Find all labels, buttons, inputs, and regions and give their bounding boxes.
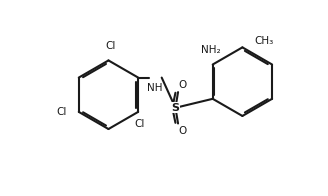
Text: S: S xyxy=(172,103,179,113)
Text: O: O xyxy=(178,80,187,90)
Text: CH₃: CH₃ xyxy=(255,36,274,46)
Text: O: O xyxy=(178,126,187,136)
Text: NH: NH xyxy=(147,83,163,93)
Text: NH₂: NH₂ xyxy=(201,45,221,55)
Text: Cl: Cl xyxy=(134,119,145,129)
Text: Cl: Cl xyxy=(56,107,66,117)
Text: Cl: Cl xyxy=(105,41,115,51)
